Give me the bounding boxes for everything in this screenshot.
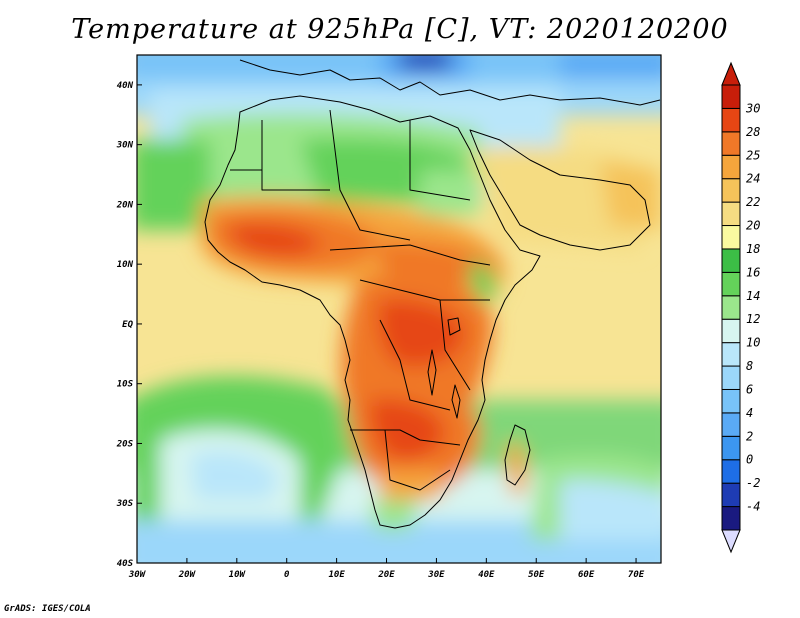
colorbar-swatch — [721, 482, 741, 508]
colorbar-swatch — [721, 412, 741, 437]
x-tick-label: 60E — [578, 570, 595, 580]
colorbar-label: -4 — [746, 500, 760, 514]
colorbar-swatch — [721, 342, 741, 367]
colorbar-label: 4 — [746, 406, 753, 420]
europe-outline — [239, 59, 661, 106]
colorbar-swatch — [721, 388, 741, 414]
y-tick-label: 20N — [116, 200, 134, 210]
y-tick-label: 40S — [117, 559, 134, 569]
x-axis-ticks: 30W 20W 10W 0 10E 20E 30E 40E 50E 60E 70E — [128, 558, 645, 580]
colorbar-swatch — [721, 225, 741, 250]
temperature-field — [137, 55, 661, 563]
colorbar-label: 10 — [746, 336, 760, 350]
colorbar-swatch — [721, 154, 741, 180]
colorbar-label: 18 — [746, 242, 760, 256]
colorbar-swatch — [721, 84, 741, 109]
grads-credit: GrADS: IGES/COLA — [4, 604, 91, 614]
colorbar-label: 2 — [746, 429, 753, 443]
country-borders — [204, 59, 661, 529]
colorbar-swatch — [721, 295, 741, 320]
colorbar-swatch — [721, 107, 741, 133]
colorbar-label: 16 — [746, 265, 760, 279]
africa-coastline — [204, 95, 541, 529]
southern-border-1 — [350, 429, 461, 446]
colorbar-label: 25 — [746, 148, 760, 162]
colorbar-label: 14 — [746, 289, 760, 303]
x-tick-label: 40E — [478, 570, 495, 580]
colorbar-swatch — [721, 318, 741, 344]
x-tick-label: 20W — [178, 570, 197, 580]
y-tick-label: 20S — [116, 439, 134, 449]
central-border-4 — [379, 319, 451, 411]
x-tick-label: 50E — [528, 570, 545, 580]
y-tick-label: 30S — [116, 499, 134, 509]
colorbar-label: 22 — [746, 195, 760, 209]
lake-malawi — [451, 384, 461, 419]
colorbar-swatch — [721, 248, 741, 273]
central-border-2 — [359, 279, 490, 301]
colorbar-swatch — [721, 459, 741, 484]
colorbar-under-arrow — [721, 529, 741, 554]
colorbar-label: 6 — [746, 382, 753, 396]
chart-title: Temperature at 925hPa [C], VT: 202012020… — [71, 14, 729, 45]
colorbar-label: 30 — [745, 101, 760, 115]
madagascar-outline — [504, 424, 531, 486]
colorbar-swatch — [721, 201, 741, 227]
colorbar-over-arrow — [721, 61, 741, 86]
arabia-outline — [469, 129, 651, 251]
x-tick-label: 20E — [377, 570, 395, 580]
colorbar-swatch — [721, 435, 741, 461]
colorbar-swatch — [721, 365, 741, 390]
central-border-3 — [439, 299, 471, 391]
colorbar-label: 12 — [746, 312, 760, 326]
y-axis-ticks: 40N 30N 20N 10N EQ 10S 20S 30S 40S — [116, 81, 142, 569]
colorbar-swatch — [721, 178, 741, 203]
x-tick-label: 10E — [328, 570, 345, 580]
sahara-border-2 — [329, 109, 411, 241]
colorbar-swatch — [721, 506, 741, 531]
colorbar-label: 24 — [746, 172, 760, 186]
x-tick-label: 0 — [284, 570, 290, 580]
y-tick-label: 10N — [117, 260, 134, 270]
colorbar-swatch — [721, 131, 741, 156]
lake-tanganyika — [427, 349, 437, 396]
southern-border-2 — [384, 429, 451, 491]
y-tick-label: 10S — [117, 380, 134, 390]
colorbar-label: 8 — [746, 359, 753, 373]
colorbar-label: -2 — [746, 476, 760, 490]
colorbar-label: 28 — [746, 125, 760, 139]
plot-frame — [136, 54, 662, 564]
x-tick-label: 30E — [427, 570, 445, 580]
lake-victoria — [447, 317, 461, 336]
sahara-border-3 — [409, 120, 471, 201]
y-tick-label: EQ — [122, 320, 133, 330]
x-tick-label: 10W — [229, 570, 247, 580]
colorbar-swatch — [721, 271, 741, 297]
central-border-1 — [329, 244, 491, 266]
x-tick-label: 70E — [628, 570, 645, 580]
sahara-border-1 — [261, 120, 330, 191]
colorbar-label: 0 — [746, 453, 753, 467]
colorbar-label: 20 — [746, 219, 760, 233]
y-tick-label: 40N — [117, 81, 134, 91]
x-tick-label: 30W — [128, 570, 147, 580]
y-tick-label: 30N — [116, 141, 134, 151]
